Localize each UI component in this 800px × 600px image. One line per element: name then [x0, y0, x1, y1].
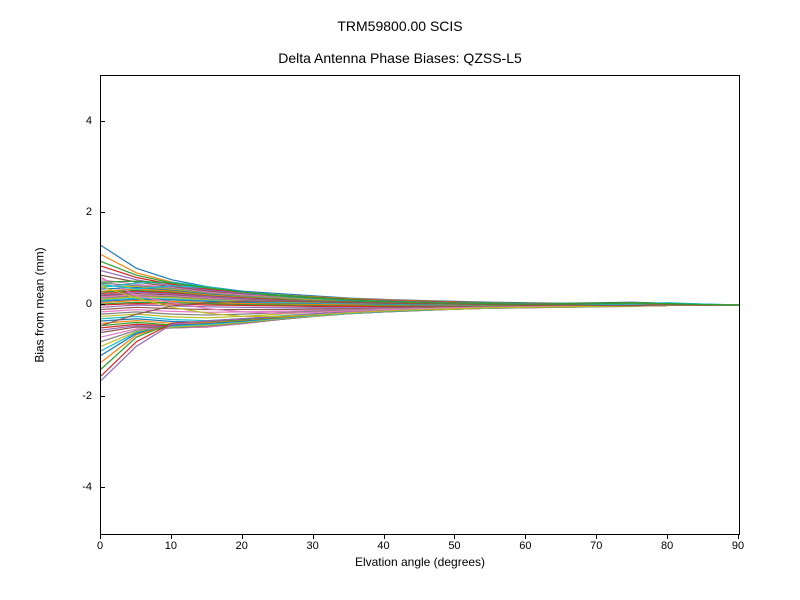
xtick-mark — [384, 534, 385, 539]
xtick-mark — [171, 534, 172, 539]
xtick: 80 — [661, 540, 673, 552]
ytick-mark — [100, 487, 105, 488]
ytick: -4 — [62, 481, 92, 493]
series-line — [101, 305, 739, 381]
ytick-mark — [100, 121, 105, 122]
xtick: 70 — [590, 540, 602, 552]
xtick: 20 — [236, 540, 248, 552]
chart-title: Delta Antenna Phase Biases: QZSS-L5 — [0, 50, 800, 66]
series-line — [101, 305, 739, 376]
xtick-mark — [100, 534, 101, 539]
xtick: 0 — [97, 540, 103, 552]
series-line — [101, 305, 739, 362]
xtick-mark — [242, 534, 243, 539]
xtick-mark — [313, 534, 314, 539]
xtick: 50 — [448, 540, 460, 552]
xtick-mark — [525, 534, 526, 539]
ytick: 4 — [62, 115, 92, 127]
ytick-mark — [100, 396, 105, 397]
ytick: -2 — [62, 390, 92, 402]
xtick-mark — [738, 534, 739, 539]
xtick: 90 — [732, 540, 744, 552]
chart-container: TRM59800.00 SCIS Delta Antenna Phase Bia… — [0, 0, 800, 600]
ytick-mark — [100, 304, 105, 305]
ytick-mark — [100, 212, 105, 213]
xtick-mark — [667, 534, 668, 539]
xtick: 60 — [519, 540, 531, 552]
xtick: 10 — [165, 540, 177, 552]
plot-area — [100, 75, 740, 535]
ytick: 0 — [62, 298, 92, 310]
xtick: 30 — [307, 540, 319, 552]
ytick: 2 — [62, 206, 92, 218]
x-axis-label: Elvation angle (degrees) — [100, 555, 740, 569]
line-series-svg — [101, 76, 739, 534]
super-title: TRM59800.00 SCIS — [0, 18, 800, 34]
y-axis-label: Bias from mean (mm) — [30, 75, 50, 535]
xtick: 40 — [377, 540, 389, 552]
xtick-mark — [454, 534, 455, 539]
xtick-mark — [596, 534, 597, 539]
